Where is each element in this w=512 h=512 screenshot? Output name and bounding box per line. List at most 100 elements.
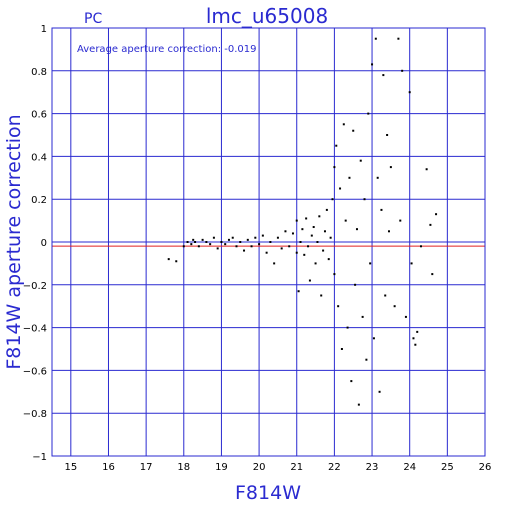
data-point bbox=[220, 241, 223, 243]
data-point bbox=[250, 245, 253, 248]
data-point bbox=[410, 262, 413, 265]
data-point bbox=[227, 238, 230, 241]
data-point bbox=[350, 380, 353, 383]
data-points bbox=[167, 37, 438, 406]
data-point bbox=[386, 134, 389, 136]
chart-title: lmc_u65008 bbox=[206, 4, 328, 28]
data-point bbox=[182, 245, 185, 248]
data-point bbox=[365, 358, 368, 361]
data-point bbox=[273, 262, 276, 265]
y-tick-label: −1 bbox=[32, 452, 47, 463]
data-point bbox=[216, 247, 219, 250]
data-point bbox=[354, 283, 357, 286]
data-point bbox=[186, 241, 189, 243]
y-axis-title: F814W aperture correction bbox=[3, 114, 25, 369]
data-point bbox=[167, 258, 170, 261]
data-point bbox=[175, 260, 178, 263]
data-point bbox=[337, 305, 340, 308]
data-point bbox=[291, 232, 294, 235]
data-point bbox=[192, 238, 195, 241]
data-point bbox=[355, 228, 358, 231]
data-point bbox=[414, 343, 417, 346]
data-point bbox=[387, 230, 390, 233]
data-point bbox=[429, 223, 432, 226]
data-point bbox=[408, 91, 411, 94]
data-point bbox=[320, 294, 323, 297]
data-point bbox=[363, 198, 366, 201]
data-point bbox=[288, 245, 291, 248]
data-point bbox=[342, 123, 345, 126]
data-point bbox=[374, 37, 377, 40]
data-point bbox=[357, 403, 360, 406]
data-point bbox=[346, 326, 349, 329]
data-point bbox=[303, 253, 306, 256]
data-point bbox=[399, 219, 402, 222]
y-tick-label: 0 bbox=[41, 238, 47, 249]
x-tick-label: 17 bbox=[140, 462, 153, 473]
data-point bbox=[348, 176, 351, 179]
data-point bbox=[325, 208, 328, 211]
corner-label: PC bbox=[84, 11, 102, 27]
data-point bbox=[297, 290, 300, 293]
data-point bbox=[412, 337, 415, 340]
data-point bbox=[361, 315, 364, 318]
x-tick-label: 25 bbox=[441, 462, 454, 473]
data-point bbox=[372, 337, 375, 340]
y-tick-label: −0.6 bbox=[23, 366, 47, 377]
data-point bbox=[280, 247, 283, 250]
data-point bbox=[333, 166, 336, 169]
x-tick-label: 20 bbox=[253, 462, 266, 473]
y-tick-label: 0.2 bbox=[31, 195, 47, 206]
data-point bbox=[307, 245, 310, 248]
x-tick-label: 23 bbox=[366, 462, 379, 473]
data-point bbox=[239, 241, 242, 243]
x-tick-label: 18 bbox=[177, 462, 190, 473]
data-point bbox=[212, 236, 215, 239]
data-point bbox=[378, 390, 381, 393]
data-point bbox=[335, 144, 338, 147]
data-point bbox=[435, 213, 438, 216]
y-tick-label: −0.2 bbox=[23, 281, 47, 292]
x-tick-label: 21 bbox=[290, 462, 303, 473]
x-tick-label: 22 bbox=[328, 462, 341, 473]
data-point bbox=[254, 236, 257, 239]
x-axis-title: F814W bbox=[235, 482, 301, 504]
x-tick-label: 15 bbox=[64, 462, 77, 473]
data-point bbox=[323, 230, 326, 233]
data-point bbox=[419, 245, 422, 248]
data-point bbox=[331, 198, 334, 201]
y-tick-label: −0.8 bbox=[23, 409, 47, 420]
data-point bbox=[339, 187, 342, 190]
data-point bbox=[416, 330, 419, 333]
reference-lines bbox=[52, 241, 485, 247]
x-tick-label: 19 bbox=[215, 462, 228, 473]
data-point bbox=[209, 243, 212, 246]
y-tick-label: 0.8 bbox=[31, 67, 47, 78]
data-point bbox=[261, 234, 264, 237]
data-point bbox=[369, 262, 372, 265]
data-point bbox=[380, 208, 383, 211]
data-point bbox=[310, 234, 313, 237]
data-point bbox=[295, 219, 298, 222]
data-point bbox=[340, 348, 343, 350]
data-point bbox=[205, 241, 208, 243]
y-tick-label: 1 bbox=[41, 24, 47, 35]
y-tick-label: 0.6 bbox=[31, 110, 47, 121]
data-point bbox=[224, 243, 227, 246]
data-point bbox=[308, 279, 311, 282]
data-point bbox=[194, 241, 197, 243]
data-point bbox=[235, 245, 238, 248]
data-point bbox=[367, 112, 370, 115]
data-point bbox=[431, 273, 434, 276]
data-point bbox=[201, 238, 204, 241]
data-point bbox=[312, 226, 315, 229]
data-point bbox=[284, 230, 287, 233]
average-annotation: Average aperture correction: -0.019 bbox=[77, 44, 257, 55]
data-point bbox=[333, 273, 336, 276]
data-point bbox=[314, 262, 317, 265]
y-tick-labels: −1 −0.8 −0.6 −0.4 −0.2 0 0.2 0.4 0.6 0.8 1 bbox=[23, 24, 47, 463]
data-point bbox=[265, 251, 268, 254]
data-point bbox=[344, 219, 347, 222]
data-point bbox=[197, 245, 200, 248]
